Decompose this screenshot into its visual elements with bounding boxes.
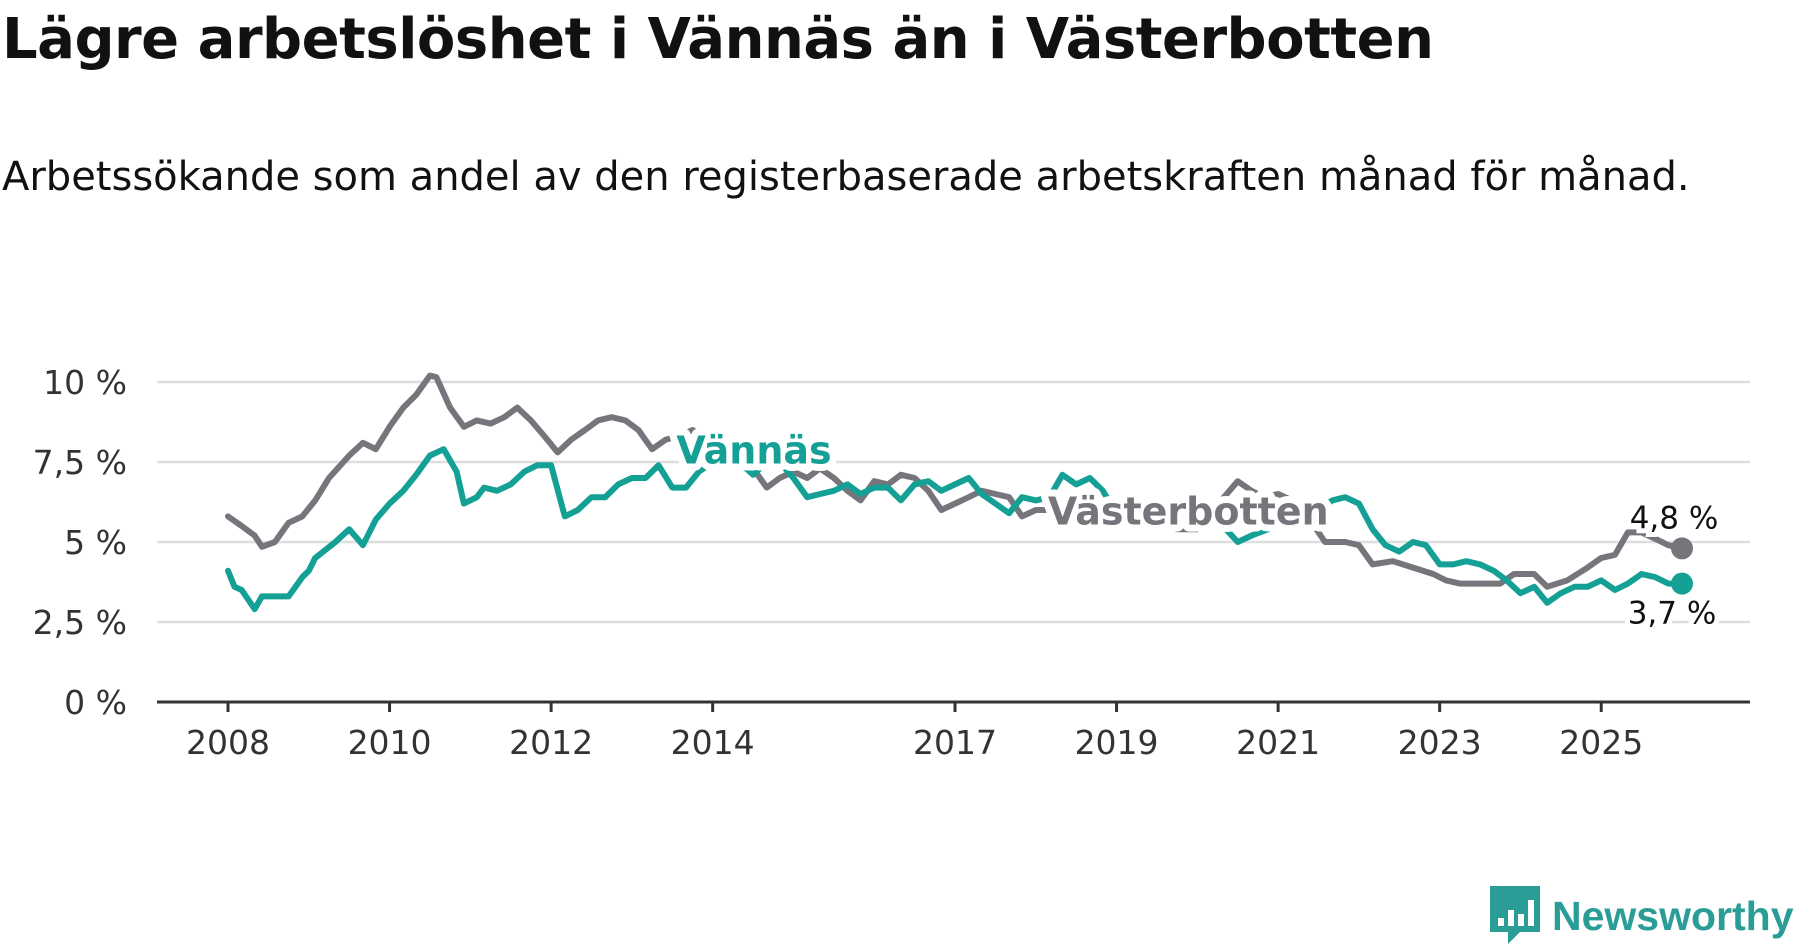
end-label-vannas: 3,7 % [1628,596,1717,632]
x-axis: 2008 2010 2012 2014 2017 2019 2021 2023 2025 [157,700,1750,762]
y-axis-ticks: 0 % 2,5 % 5 % 7,5 % 10 % [33,363,127,722]
chart-title: Lägre arbetslöshet i Vännäs än i Västerb… [2,7,1434,72]
x-tick-label: 2008 [186,723,270,762]
y-tick-label: 2,5 % [33,603,127,642]
end-marker-vasterbotten [1671,537,1693,560]
newsworthy-brand[interactable]: Newsworthy [1490,886,1794,946]
x-tick-label: 2012 [509,723,593,762]
y-tick-label: 7,5 % [33,443,127,482]
end-marker-vannas [1671,572,1693,595]
series-label-vasterbotten: Västerbotten [1048,489,1329,533]
bar-chart-badge-icon [1490,886,1540,946]
x-tick-label: 2023 [1398,723,1482,762]
x-tick-label: 2025 [1559,723,1643,762]
x-tick-label: 2010 [348,723,432,762]
x-tick-label: 2014 [671,723,755,762]
y-tick-label: 0 % [64,683,127,722]
x-tick-label: 2017 [913,723,997,762]
brand-name: Newsworthy [1552,892,1794,939]
x-tick-label: 2019 [1075,723,1159,762]
series-line-vannas [225,446,1685,613]
series-label-vannas: Vännäs [676,429,831,473]
series-lines [225,372,1693,613]
series-line-vasterbotten [225,372,1685,590]
y-tick-label: 5 % [64,523,127,562]
chart-subtitle: Arbetssökande som andel av den registerb… [2,154,1690,200]
series-labels: Vännäs Västerbotten 4,8 % 3,7 % [669,422,1723,637]
x-tick-label: 2021 [1236,723,1320,762]
end-label-vasterbotten: 4,8 % [1630,500,1719,536]
y-tick-label: 10 % [43,363,127,402]
